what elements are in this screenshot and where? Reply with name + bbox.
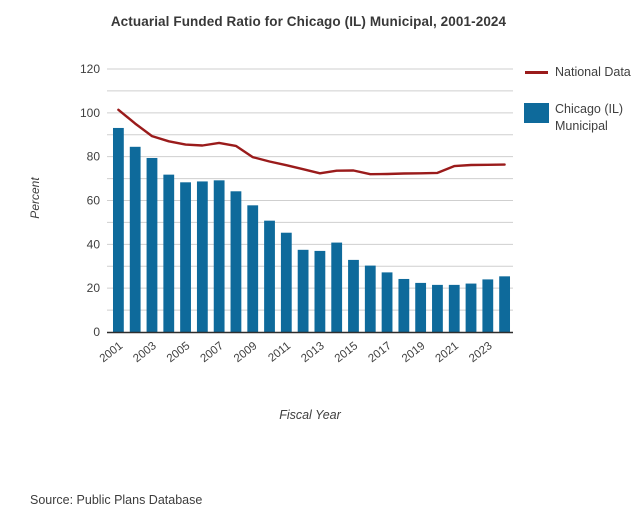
y-tick-label: 120: [80, 62, 100, 76]
bar-2008: [230, 191, 242, 332]
bar-2002: [129, 146, 141, 332]
bar-2015: [348, 259, 359, 332]
bar-2024: [499, 276, 511, 332]
bar-2019: [415, 282, 427, 332]
x-tick-label: 2011: [266, 340, 293, 365]
bar-2023: [482, 279, 494, 332]
y-tick-label: 20: [87, 281, 101, 295]
x-tick-label: 2005: [165, 340, 193, 365]
bar-2006: [196, 181, 208, 332]
bar-2007: [213, 180, 225, 332]
x-tick-label: 2017: [366, 340, 394, 365]
x-tick-label: 2019: [400, 340, 428, 365]
bar-2005: [180, 182, 191, 332]
x-tick-label: 2021: [434, 340, 462, 365]
bar-2020: [432, 284, 443, 332]
bar-2004: [163, 174, 175, 332]
source-note: Source: Public Plans Database: [30, 493, 203, 507]
y-axis-label: Percent: [28, 177, 42, 219]
x-tick-label: 2007: [198, 340, 226, 365]
x-tick-label: 2003: [131, 340, 159, 365]
y-tick-label: 60: [87, 194, 101, 208]
x-axis-label: Fiscal Year: [279, 408, 341, 422]
bar-2016: [364, 265, 376, 332]
bar-2013: [314, 250, 326, 332]
bar-2009: [247, 205, 259, 332]
bar-2012: [297, 249, 309, 332]
x-tick-label: 2009: [232, 340, 260, 365]
chart-title: Actuarial Funded Ratio for Chicago (IL) …: [110, 14, 507, 29]
legend-label-national-data: National Data: [555, 65, 631, 79]
x-tick-label: 2015: [333, 340, 361, 365]
bar-2022: [465, 283, 477, 332]
bar-2014: [331, 242, 343, 332]
bar-2021: [448, 284, 460, 332]
y-tick-label: 100: [80, 106, 100, 120]
y-tick-label: 0: [93, 325, 100, 339]
bar-2011: [280, 232, 292, 332]
y-tick-label: 40: [87, 237, 101, 251]
x-tick-label: 2001: [98, 340, 126, 365]
x-tick-label: 2023: [467, 340, 495, 365]
bar-2001: [112, 127, 124, 332]
chicago-municipal-bar-swatch-icon: [524, 103, 549, 123]
x-tick-label: 2013: [299, 340, 327, 365]
bar-2018: [398, 278, 410, 332]
bar-2010: [264, 220, 275, 332]
bar-2017: [381, 272, 393, 332]
national-data-line: [117, 108, 506, 176]
legend-label-chicago-municipal: Chicago (IL) Municipal: [555, 102, 624, 133]
y-tick-label: 80: [87, 150, 101, 164]
national-data-line-swatch-icon: [525, 71, 548, 74]
bar-2003: [146, 157, 158, 332]
